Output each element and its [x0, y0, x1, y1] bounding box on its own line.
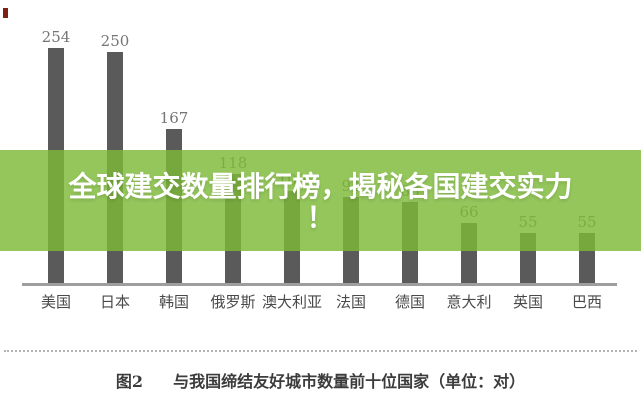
x-axis-label: 法国 — [335, 293, 366, 311]
title-banner: 全球建交数量排行榜，揭秘各国建交实力 ！ — [0, 150, 641, 251]
bar-value-label: 250 — [100, 32, 130, 50]
x-axis-label: 韩国 — [158, 293, 189, 311]
banner-title-line2: ！ — [306, 200, 335, 234]
corner-artifact — [3, 8, 8, 18]
x-axis-label: 巴西 — [571, 293, 602, 311]
separator-line — [4, 350, 637, 352]
x-axis-label: 意大利 — [446, 293, 492, 311]
x-axis-label: 美国 — [40, 293, 71, 311]
x-axis-label: 澳大利亚 — [261, 293, 322, 311]
x-axis-label: 英国 — [512, 293, 543, 311]
bar-value-label: 167 — [159, 109, 189, 127]
x-axis-label: 日本 — [99, 293, 130, 311]
figure-caption: 图2 与我国缔结友好城市数量前十位国家（单位：对） — [0, 368, 641, 392]
bar-value-label: 254 — [41, 28, 71, 46]
banner-title-line1: 全球建交数量排行榜，揭秘各国建交实力 — [68, 169, 573, 203]
x-axis-line — [22, 283, 617, 286]
x-axis-label: 俄罗斯 — [210, 293, 256, 311]
x-axis-label: 德国 — [394, 293, 425, 311]
figure-caption-label: 图2 — [115, 372, 144, 391]
figure-caption-text: 与我国缔结友好城市数量前十位国家（单位：对） — [173, 372, 526, 391]
